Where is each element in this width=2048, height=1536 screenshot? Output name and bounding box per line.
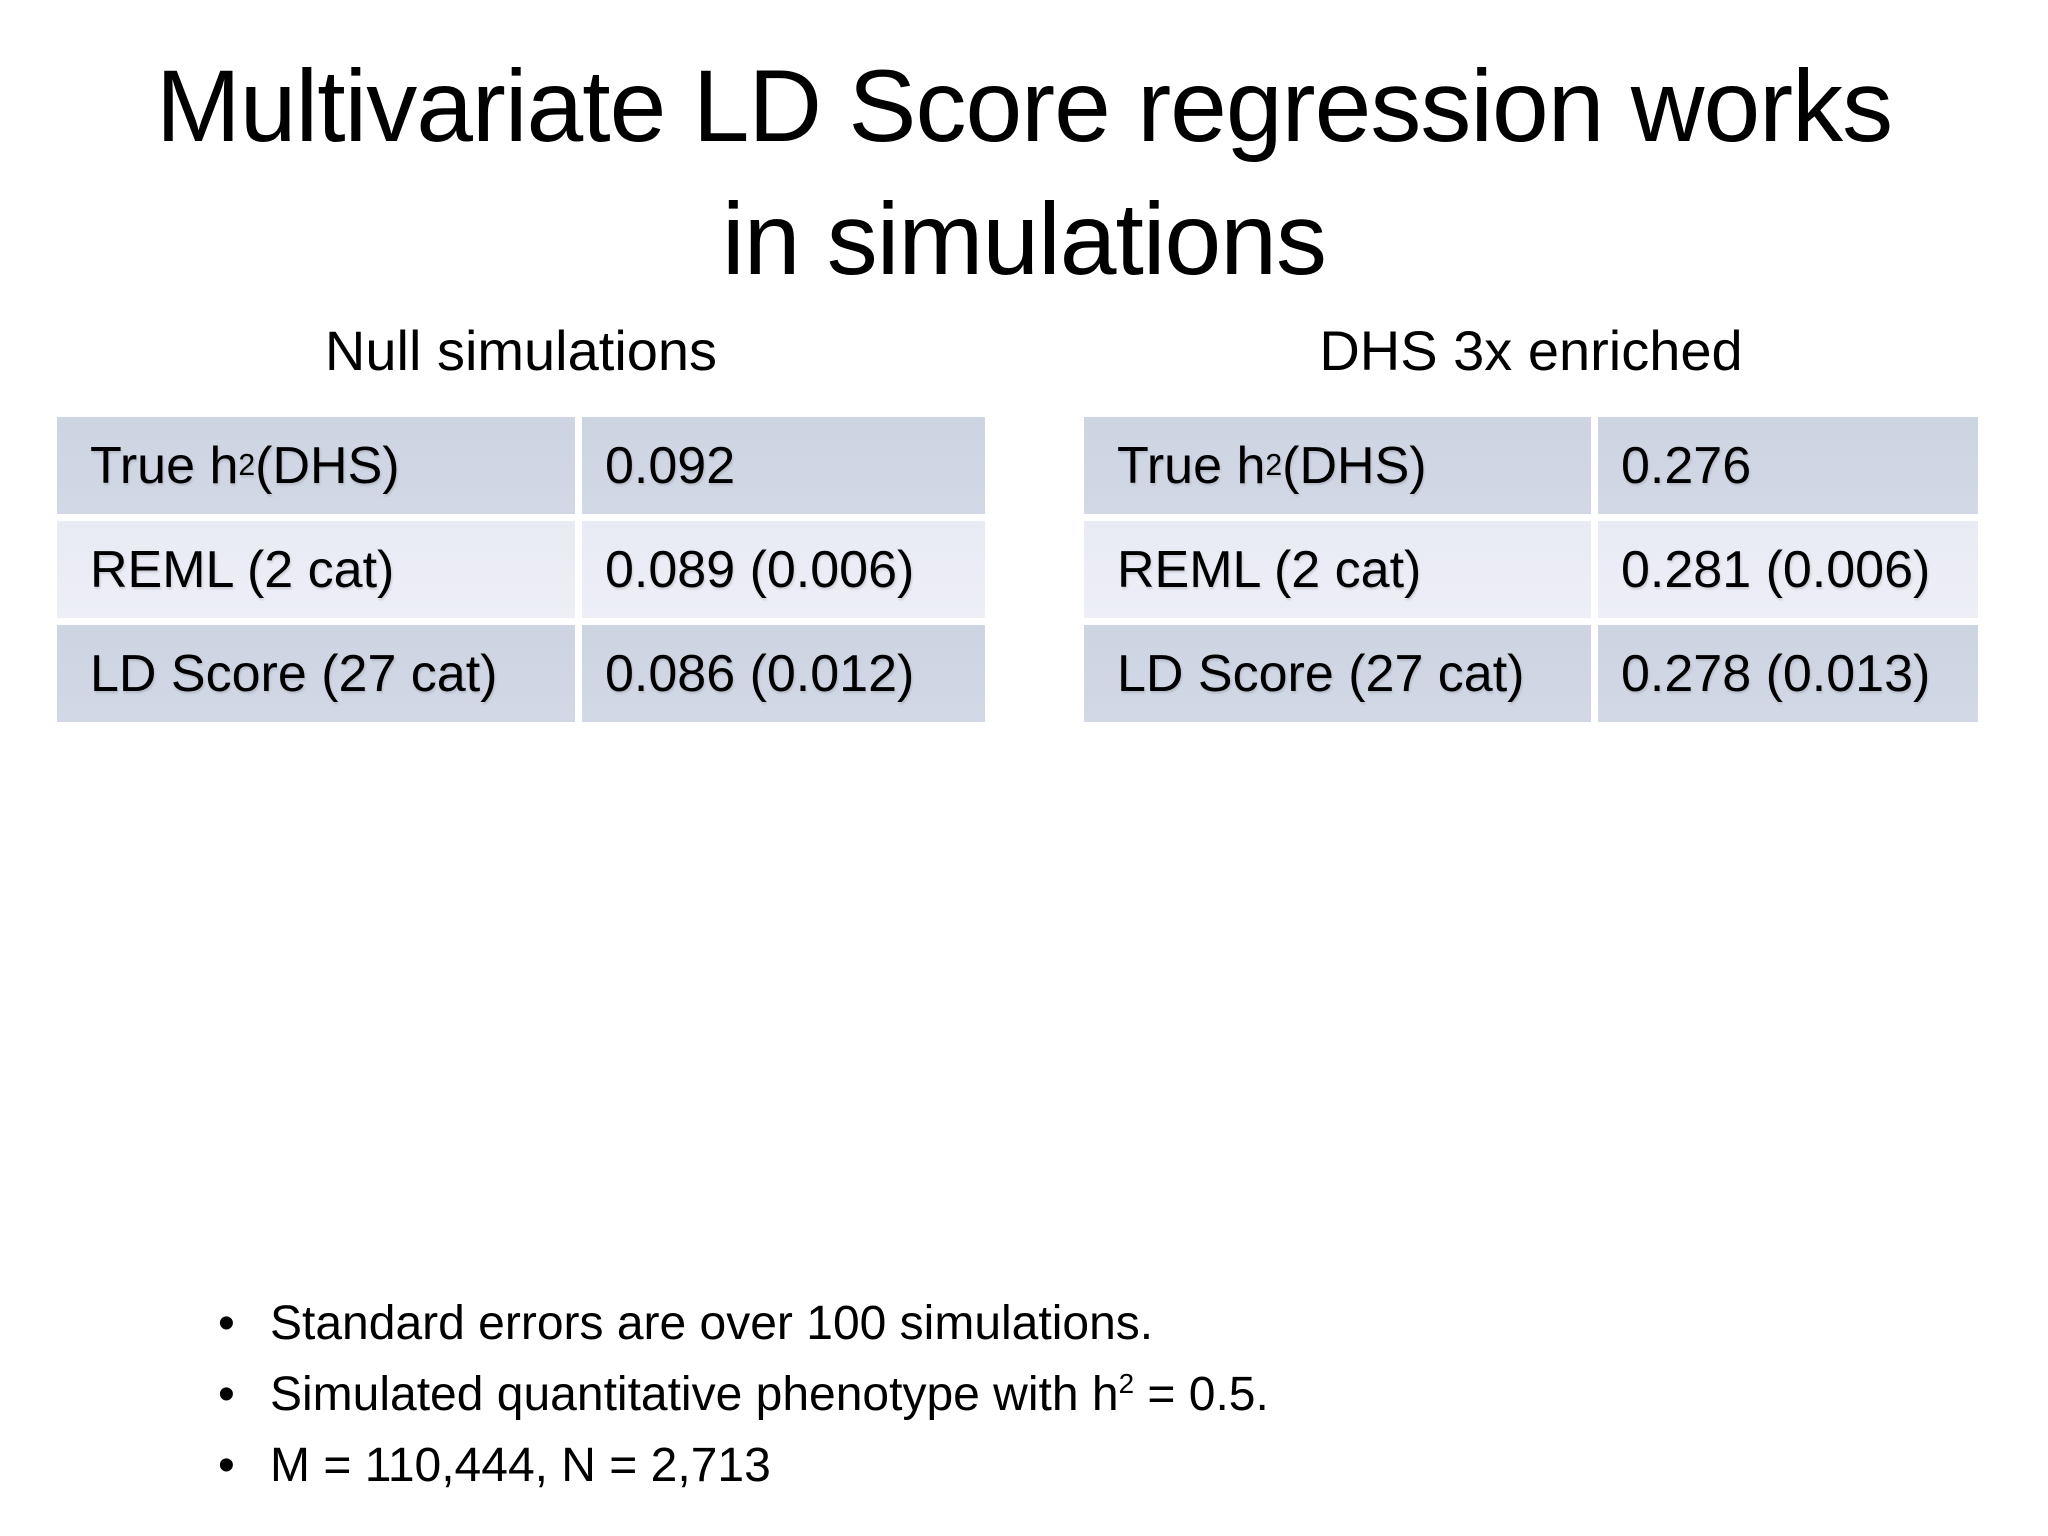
list-item: • Simulated quantitative phenotype with … (218, 1359, 1269, 1430)
bullet-icon: • (218, 1368, 235, 1421)
bullet-icon: • (218, 1439, 235, 1492)
table-row: LD Score (27 cat) 0.278 (0.013) (1084, 625, 1978, 722)
label-text: REML (2 cat) (90, 540, 395, 599)
list-item: • Standard errors are over 100 simulatio… (218, 1288, 1269, 1359)
row-label: REML (2 cat) (57, 521, 575, 618)
row-value: 0.092 (582, 417, 985, 514)
table-heading-null-simulations: Null simulations (324, 319, 718, 382)
label-text: LD Score (27 cat) (1117, 644, 1525, 703)
row-label: True h 2 (DHS) (57, 417, 575, 514)
row-value: 0.278 (0.013) (1598, 625, 1978, 722)
label-text: LD Score (27 cat) (90, 644, 498, 703)
bullet-text-pre: Standard errors are over 100 simulations… (270, 1297, 1154, 1350)
slide-title-line2: in simulations (722, 182, 1327, 296)
table-row: True h 2 (DHS) 0.092 (57, 417, 985, 514)
bullet-icon: • (218, 1297, 235, 1350)
table-heading-dhs-3x-enriched: DHS 3x enriched (1319, 319, 1743, 382)
label-text: True h (1117, 436, 1266, 495)
row-label: REML (2 cat) (1084, 521, 1591, 618)
bullet-text: Simulated quantitative phenotype with h2… (270, 1359, 1269, 1430)
row-value: 0.089 (0.006) (582, 521, 985, 618)
bullet-text: Standard errors are over 100 simulations… (270, 1288, 1153, 1359)
label-text: REML (2 cat) (1117, 540, 1422, 599)
bullet-text-pre: Simulated quantitative phenotype with h (270, 1368, 1119, 1421)
bullet-list: • Standard errors are over 100 simulatio… (218, 1288, 1269, 1501)
row-label: True h 2 (DHS) (1084, 417, 1591, 514)
bullet-text-pre: M = 110,444, N = 2,713 (270, 1439, 771, 1492)
label-text: True h (90, 436, 239, 495)
label-text-post: (DHS) (255, 436, 400, 495)
slide-title: Multivariate LD Score regression works i… (0, 40, 2048, 306)
table-row: REML (2 cat) 0.281 (0.006) (1084, 521, 1978, 618)
row-value: 0.281 (0.006) (1598, 521, 1978, 618)
row-label: LD Score (27 cat) (1084, 625, 1591, 722)
row-value: 0.086 (0.012) (582, 625, 985, 722)
table-row: LD Score (27 cat) 0.086 (0.012) (57, 625, 985, 722)
table-null-simulations: True h 2 (DHS) 0.092 REML (2 cat) 0.089 (0… (57, 417, 985, 729)
bullet-text: M = 110,444, N = 2,713 (270, 1430, 771, 1501)
label-text-post: (DHS) (1282, 436, 1427, 495)
list-item: • M = 110,444, N = 2,713 (218, 1430, 1269, 1501)
table-row: True h 2 (DHS) 0.276 (1084, 417, 1978, 514)
bullet-superscript: 2 (1118, 1368, 1135, 1399)
row-label: LD Score (27 cat) (57, 625, 575, 722)
slide-title-line1: Multivariate LD Score regression works (155, 49, 1893, 163)
table-dhs-3x-enriched: True h 2 (DHS) 0.276 REML (2 cat) 0.281 (0… (1084, 417, 1978, 729)
row-value: 0.276 (1598, 417, 1978, 514)
bullet-text-post: = 0.5. (1134, 1368, 1269, 1421)
table-row: REML (2 cat) 0.089 (0.006) (57, 521, 985, 618)
